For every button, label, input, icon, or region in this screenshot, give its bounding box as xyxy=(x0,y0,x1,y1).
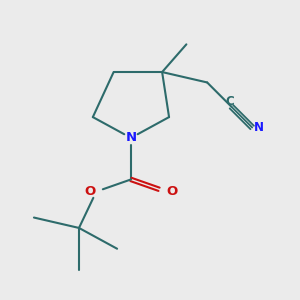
Text: N: N xyxy=(125,131,136,144)
Text: O: O xyxy=(84,185,96,198)
Text: C: C xyxy=(225,95,234,108)
Text: N: N xyxy=(254,121,263,134)
Text: O: O xyxy=(166,185,177,198)
